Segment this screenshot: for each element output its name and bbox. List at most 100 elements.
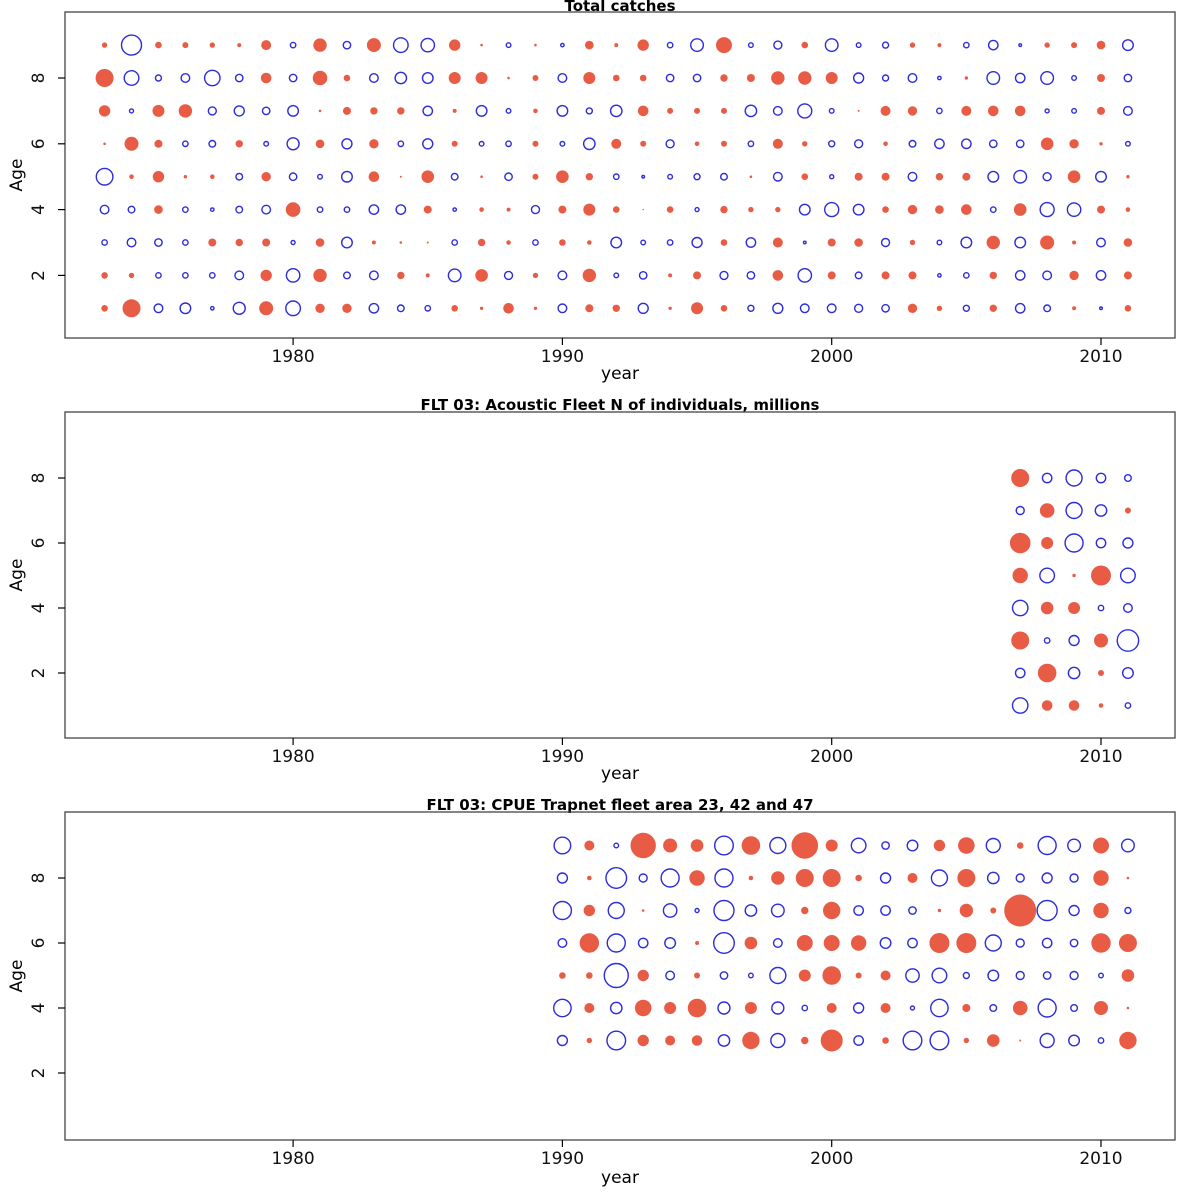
bubble-positive [748,875,754,881]
bubble-positive [101,305,108,312]
bubble-negative [181,140,189,148]
bubble-positive [637,105,649,117]
bubble-negative [505,42,512,49]
bubble-positive [259,301,274,316]
bubble-negative [960,138,972,150]
bubble-negative [1097,972,1104,979]
bubble-negative [1042,270,1053,281]
bubble-negative [881,303,890,313]
bubble-negative [234,73,244,83]
bubble-negative [638,873,648,883]
bubble-positive [1097,205,1105,214]
bubble-negative [797,103,813,119]
bubble-positive [614,43,619,48]
bubble-positive [1072,240,1077,245]
bubble-negative [824,38,839,53]
bubble-positive [237,43,242,48]
bubble-negative [1018,43,1023,48]
bubble-negative [771,1001,785,1015]
bubble-negative [773,40,783,50]
bubble-positive [318,109,322,113]
bubble-positive [820,1029,843,1052]
bubble-negative [285,300,302,317]
bubble-positive [720,74,728,82]
panel-total-catches: Total catches year Age 1980 1990 2000 2010 2… [7,0,1176,384]
bubble-negative [666,239,674,246]
bubble-negative [853,1035,865,1046]
bubble-positive [664,1002,677,1014]
bubble-positive [987,105,999,117]
bubble-negative [799,303,810,314]
bubble-positive [693,271,702,280]
bubble-positive [720,205,728,214]
bubble-negative [1098,306,1103,311]
bubble-negative [503,270,514,281]
bubble-negative [1040,70,1055,85]
bubble-negative [850,837,867,854]
bubble-negative [714,868,734,888]
bubble-positive [748,206,754,213]
bubble-negative [694,907,700,914]
bubble-negative [1067,666,1081,680]
bubble-negative [930,998,949,1018]
bubble-negative [1039,201,1055,218]
bubble-negative [637,302,649,314]
bubble-negative [478,140,485,147]
bubble-positive [690,839,704,852]
bubble-negative [1015,505,1025,516]
bubble-negative [208,271,216,279]
bubble-positive [691,1035,703,1046]
bubble-positive [749,175,753,178]
bubble-negative [1066,202,1082,218]
bubble-negative [937,272,942,278]
bubble-positive [369,139,379,149]
bubble-positive [178,104,193,118]
bubble-negative [902,1030,923,1051]
bubble-positive [1016,842,1024,849]
bubble-positive [933,839,946,852]
bubble-negative [662,903,678,918]
bubble-positive [691,302,704,315]
bubble-negative [1064,533,1084,553]
x-axis-label: year [601,1168,639,1188]
bubble-positive [313,268,327,283]
bubble-negative [717,1001,731,1015]
bubble-negative [422,138,434,150]
bubble-negative [986,871,1000,885]
bubble-negative [880,905,891,916]
bubble-positive [1118,934,1137,952]
bubble-positive [587,875,592,881]
bubble-negative [937,75,942,81]
bubble-negative [1124,140,1131,147]
bubble-positive [532,140,539,147]
bubble-negative [1123,473,1132,482]
y-tick-label: 2 [29,1068,49,1079]
bubble-positive [532,173,539,180]
bubble-positive [827,238,836,247]
bubble-positive [795,869,814,887]
x-tick-label: 1980 [271,347,314,367]
bubble-negative [880,237,891,248]
bubble-negative [690,38,705,53]
bubble-negative [1071,74,1078,81]
bubble-positive [637,1034,649,1047]
bubble-negative [855,42,862,49]
bubble-negative [960,236,973,249]
bubble-negative [664,936,677,949]
x-tick-label: 2010 [1079,1149,1122,1169]
bubble-negative [613,842,620,849]
bubble-positive [720,140,727,147]
bubble-positive [1041,700,1053,711]
bubble-positive [583,72,596,84]
bubble-positive [261,172,271,182]
bubble-positive [1094,633,1108,648]
bubble-negative [1123,73,1133,83]
bubble-positive [182,42,189,49]
bubble-positive [1124,507,1131,514]
bubble-negative [798,203,811,216]
bubble-negative [666,41,674,49]
bubble-negative [340,236,353,249]
bubble-negative [368,270,379,281]
bubble-negative [1069,970,1079,981]
